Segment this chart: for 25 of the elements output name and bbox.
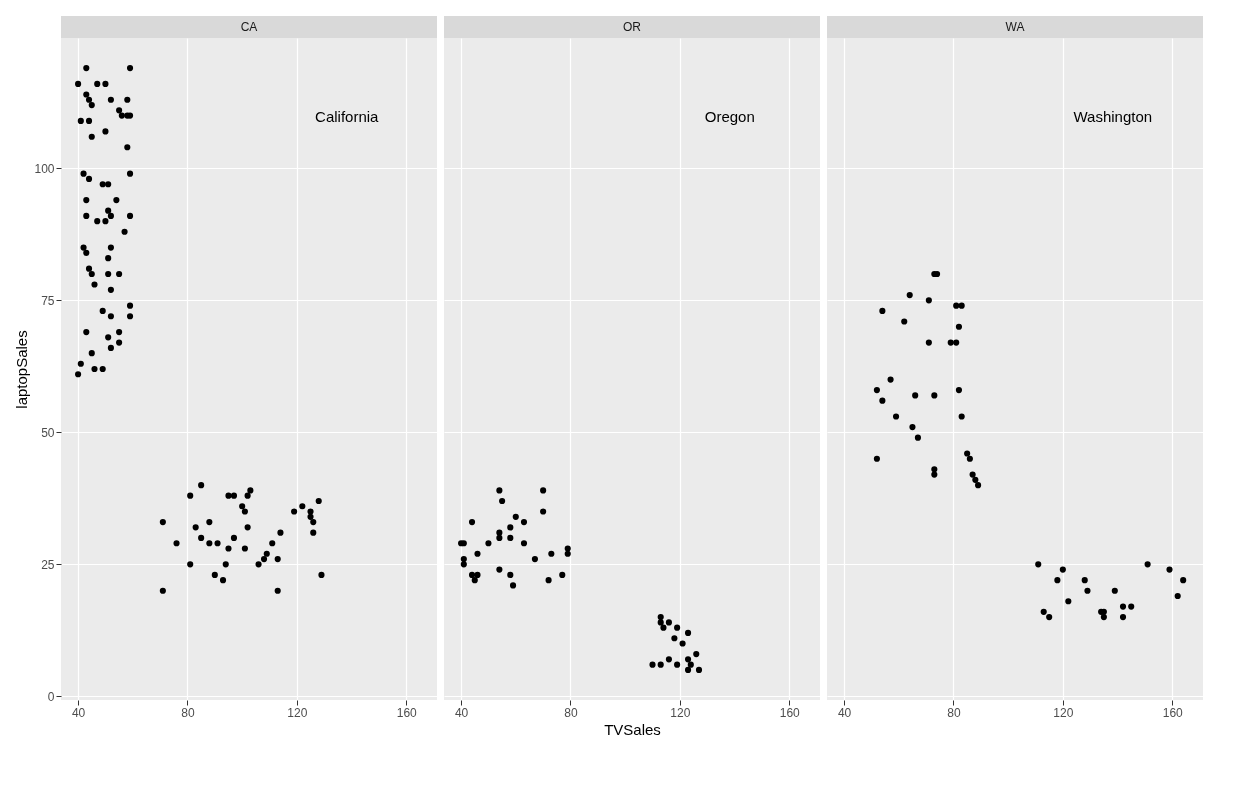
- annotation: California: [315, 108, 380, 126]
- x-tick-label: 80: [564, 705, 578, 720]
- annotation: Washington: [1073, 108, 1153, 126]
- y-tick-label: 50: [41, 425, 55, 440]
- x-tick-label: 120: [670, 705, 691, 720]
- y-tick-label: 100: [34, 161, 55, 176]
- y-tick-label: 0: [47, 689, 55, 704]
- x-tick-label: 160: [396, 705, 418, 720]
- x-tick-label: 160: [1162, 705, 1184, 720]
- y-tick-label: 75: [41, 293, 55, 308]
- chart-title: WA: [1005, 20, 1025, 34]
- x-tick-label: 40: [71, 705, 86, 720]
- x-tick-label: 80: [181, 705, 195, 720]
- x-tick-label: 120: [287, 705, 308, 720]
- x-tick-label: 40: [454, 705, 469, 720]
- y-tick-label: 25: [41, 557, 55, 572]
- x-tick-label: 120: [1053, 705, 1074, 720]
- x-axis-title: TVSales: [604, 720, 661, 738]
- chart-title: OR: [623, 20, 642, 34]
- x-tick-label: 40: [837, 705, 852, 720]
- chart-title: CA: [240, 20, 258, 34]
- y-axis-title: laptopSales: [13, 330, 31, 409]
- x-tick-label: 160: [779, 705, 801, 720]
- x-tick-label: 80: [947, 705, 961, 720]
- annotation: Oregon: [704, 108, 755, 126]
